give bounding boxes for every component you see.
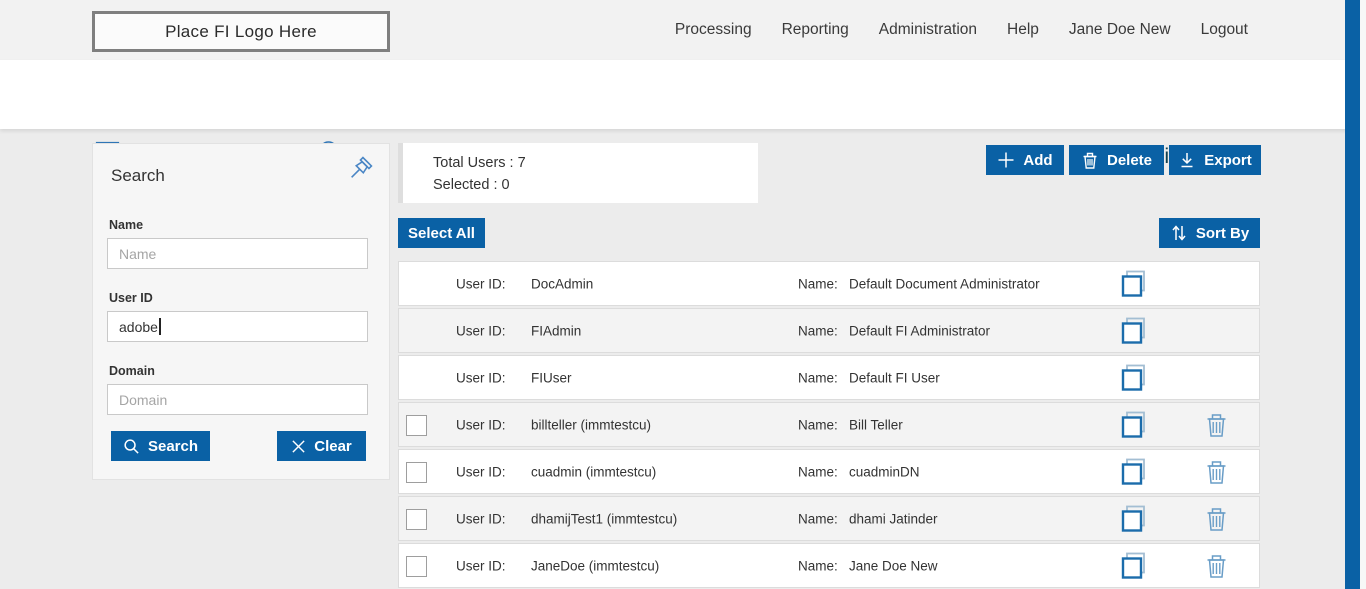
summary-box: Total Users : 7 Selected : 0	[398, 143, 758, 203]
table-row: User ID: dhamijTest1 (immtestcu) Name: d…	[398, 496, 1260, 541]
name-label: Name:	[798, 464, 838, 479]
title-bar: User Maintenance i Kinective Sign	[0, 60, 1366, 171]
nav-administration[interactable]: Administration	[878, 21, 978, 38]
name-label: Name:	[798, 417, 838, 432]
selected-count: Selected : 0	[433, 177, 510, 193]
user-id-label: User ID:	[456, 417, 506, 432]
name-label: Name:	[798, 276, 838, 291]
fi-logo-text: Place FI Logo Here	[165, 21, 317, 41]
row-checkbox[interactable]	[406, 556, 427, 577]
nav-help[interactable]: Help	[1007, 21, 1039, 38]
trash-icon[interactable]	[1205, 506, 1228, 532]
copy-icon[interactable]	[1121, 457, 1148, 486]
clear-button-label: Clear	[314, 437, 352, 455]
user-id-value: DocAdmin	[531, 276, 594, 291]
domain-field-label: Domain	[109, 364, 155, 378]
row-checkbox[interactable]	[406, 509, 427, 530]
name-value: Default FI Administrator	[849, 323, 991, 338]
user-id-field-label: User ID	[109, 291, 153, 305]
top-bar: Place FI Logo Here Processing Reporting …	[0, 0, 1366, 60]
user-id-value: dhamijTest1 (immtestcu)	[531, 511, 678, 526]
delete-button[interactable]: Delete	[1069, 145, 1164, 175]
user-id-value: cuadmin (immtestcu)	[531, 464, 657, 479]
user-id-label: User ID:	[456, 511, 506, 526]
name-input[interactable]	[107, 238, 368, 269]
name-value: Default Document Administrator	[849, 276, 1040, 291]
table-row: User ID: billteller (immtestcu) Name: Bi…	[398, 402, 1260, 447]
total-users-count: Total Users : 7	[433, 155, 526, 171]
nav-user-profile[interactable]: Jane Doe New	[1068, 21, 1171, 38]
search-button[interactable]: Search	[111, 431, 210, 461]
add-button-label: Add	[1023, 151, 1053, 169]
user-id-label: User ID:	[456, 464, 506, 479]
name-value: Jane Doe New	[849, 558, 938, 573]
trash-icon[interactable]	[1205, 459, 1228, 485]
name-label: Name:	[798, 370, 838, 385]
user-id-value: billteller (immtestcu)	[531, 417, 652, 432]
export-button[interactable]: Export	[1169, 145, 1261, 175]
clear-button[interactable]: Clear	[277, 431, 366, 461]
clear-x-icon	[291, 439, 306, 454]
nav-processing[interactable]: Processing	[674, 21, 752, 38]
table-row: User ID: JaneDoe (immtestcu) Name: Jane …	[398, 543, 1260, 588]
search-panel-title: Search	[111, 166, 165, 185]
user-id-value: FIUser	[531, 370, 572, 385]
copy-icon[interactable]	[1121, 363, 1148, 392]
table-row: User ID: cuadmin (immtestcu) Name: cuadm…	[398, 449, 1260, 494]
name-value: dhami Jatinder	[849, 511, 938, 526]
sort-by-button[interactable]: Sort By	[1159, 218, 1260, 248]
search-button-label: Search	[147, 437, 199, 455]
nav-logout[interactable]: Logout	[1200, 21, 1248, 38]
user-id-label: User ID:	[456, 558, 506, 573]
table-row: User ID: FIUser Name: Default FI User	[398, 355, 1260, 400]
sort-arrows-icon	[1170, 223, 1188, 243]
domain-input[interactable]	[107, 384, 368, 415]
table-row: User ID: FIAdmin Name: Default FI Admini…	[398, 308, 1260, 353]
select-all-button[interactable]: Select All	[398, 218, 485, 248]
user-id-label: User ID:	[456, 276, 506, 291]
copy-icon[interactable]	[1121, 551, 1148, 580]
fi-logo-placeholder: Place FI Logo Here	[92, 11, 390, 52]
copy-icon[interactable]	[1121, 269, 1148, 298]
user-id-input[interactable]	[107, 311, 368, 342]
name-label: Name:	[798, 323, 838, 338]
name-field-label: Name	[109, 218, 144, 232]
top-nav: Processing Reporting Administration Help…	[675, 0, 1248, 60]
row-checkbox[interactable]	[406, 415, 427, 436]
name-value: Default FI User	[849, 370, 940, 385]
scrollbar-gutter	[1360, 0, 1366, 589]
table-row: User ID: DocAdmin Name: Default Document…	[398, 261, 1260, 306]
plus-icon	[997, 151, 1015, 169]
delete-button-label: Delete	[1106, 151, 1153, 169]
user-id-label: User ID:	[456, 370, 506, 385]
trash-icon	[1081, 151, 1099, 170]
add-button[interactable]: Add	[986, 145, 1064, 175]
select-all-label: Select All	[408, 224, 475, 242]
sort-by-label: Sort By	[1195, 224, 1250, 242]
download-icon	[1178, 151, 1196, 170]
user-id-value: FIAdmin	[531, 323, 582, 338]
pin-icon[interactable]	[341, 154, 375, 188]
user-list: User ID: DocAdmin Name: Default Document…	[398, 261, 1260, 589]
trash-icon[interactable]	[1205, 553, 1228, 579]
export-button-label: Export	[1204, 151, 1252, 169]
name-label: Name:	[798, 511, 838, 526]
copy-icon[interactable]	[1121, 410, 1148, 439]
user-id-label: User ID:	[456, 323, 506, 338]
name-label: Name:	[798, 558, 838, 573]
copy-icon[interactable]	[1121, 316, 1148, 345]
row-checkbox[interactable]	[406, 462, 427, 483]
scrollbar-thumb[interactable]	[1345, 0, 1360, 589]
name-value: Bill Teller	[849, 417, 903, 432]
trash-icon[interactable]	[1205, 412, 1228, 438]
search-panel: Search Name User ID Domain	[92, 143, 390, 480]
text-caret	[159, 318, 161, 335]
user-id-value: JaneDoe (immtestcu)	[531, 558, 660, 573]
nav-reporting[interactable]: Reporting	[781, 21, 849, 38]
name-value: cuadminDN	[849, 464, 920, 479]
search-icon	[123, 438, 140, 455]
copy-icon[interactable]	[1121, 504, 1148, 533]
